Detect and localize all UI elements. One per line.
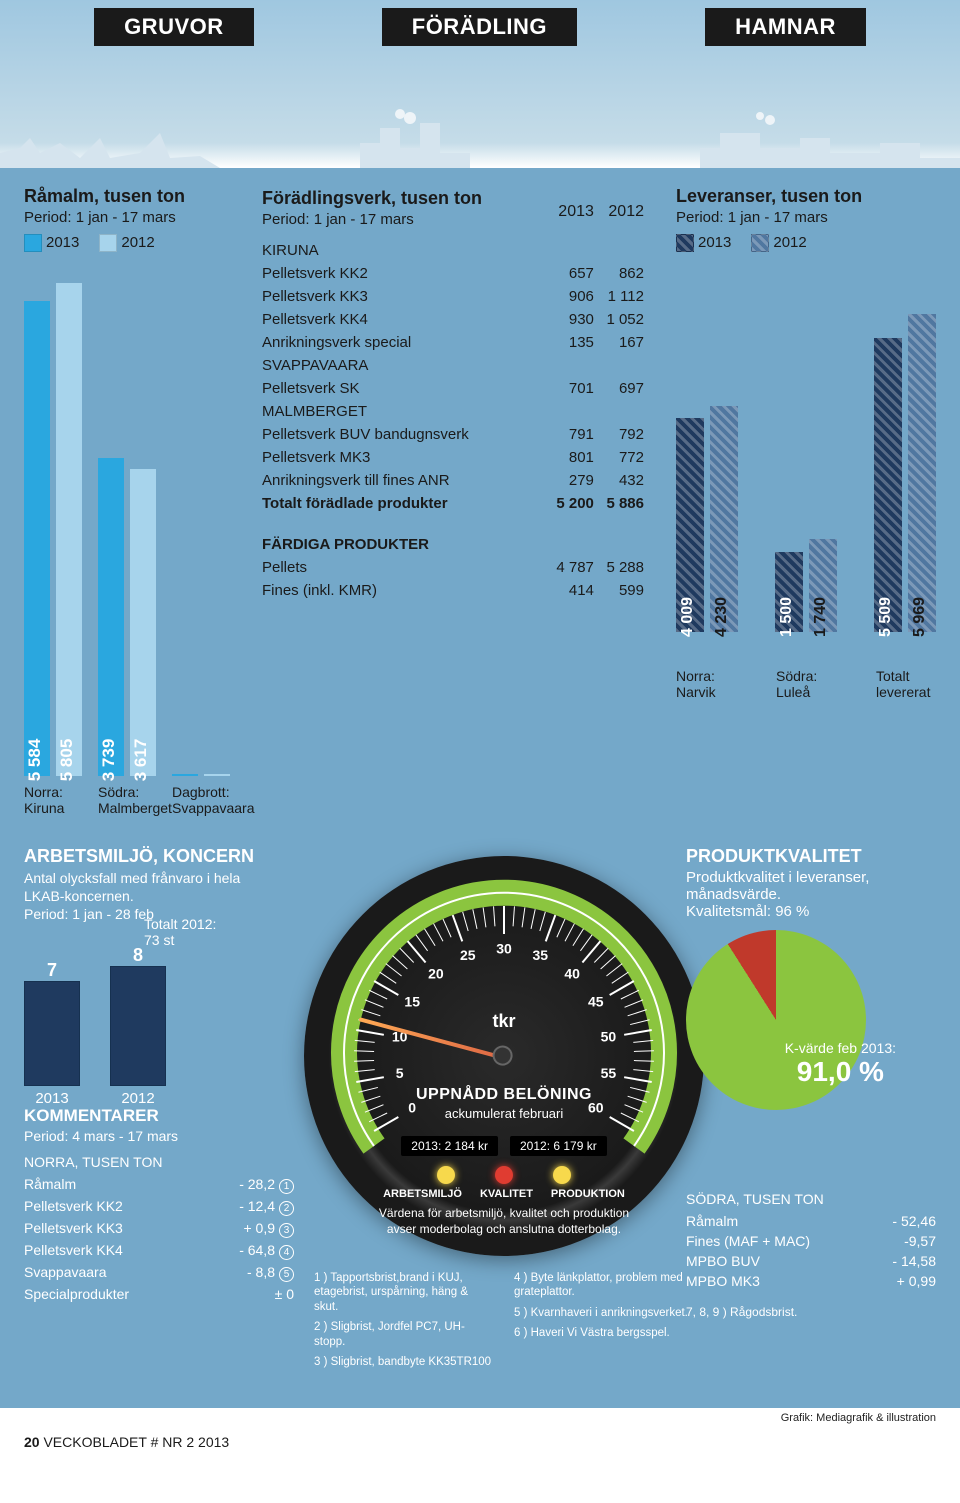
svg-text:40: 40 xyxy=(564,966,580,982)
kommentarer-block: KOMMENTARER Period: 4 mars - 17 mars NOR… xyxy=(24,1106,294,1304)
arb-total: Totalt 2012: 73 st xyxy=(144,916,216,948)
gauge-lights xyxy=(304,1166,704,1184)
gauge-light-labels: ARBETSMILJÖKVALITETPRODUKTION xyxy=(304,1188,704,1200)
gauge-v1: 2013: 2 184 kr xyxy=(401,1136,498,1156)
tab-foradling: FÖRÄDLING xyxy=(382,8,577,46)
kval-pie: K-värde feb 2013: 91,0 % xyxy=(686,930,866,1110)
leverans-column: Leveranser, tusen ton Period: 1 jan - 17… xyxy=(676,186,936,816)
kval-label: K-värde feb 2013: 91,0 % xyxy=(785,1040,896,1088)
gauge-values: 2013: 2 184 kr 2012: 6 179 kr xyxy=(304,1136,704,1156)
magazine-issue: VECKOBLADET # NR 2 2013 xyxy=(43,1434,229,1450)
ramalm-bars: 5 5845 8053 7393 617 xyxy=(24,266,230,776)
gauge-sub: ackumulerat februari xyxy=(304,1106,704,1121)
leverans-labels: Norra:NarvikSödra:LuleåTotaltlevererat xyxy=(676,668,936,700)
leverans-legend: 2013 2012 xyxy=(676,234,936,252)
leverans-bars: 4 0094 2301 5001 7405 5095 969 xyxy=(676,312,936,632)
tab-gruvor: GRUVOR xyxy=(94,8,254,46)
ramalm-period: Period: 1 jan - 17 mars xyxy=(24,209,230,226)
svg-text:15: 15 xyxy=(404,994,420,1010)
leverans-title: Leveranser, tusen ton xyxy=(676,186,936,207)
header-sky: GRUVOR FÖRÄDLING HAMNAR xyxy=(0,0,960,168)
svg-text:5: 5 xyxy=(396,1065,404,1081)
ramalm-column: Råmalm, tusen ton Period: 1 jan - 17 mar… xyxy=(24,186,230,816)
svg-text:25: 25 xyxy=(460,947,476,963)
ramalm-title: Råmalm, tusen ton xyxy=(24,186,230,207)
main-panel: Råmalm, tusen ton Period: 1 jan - 17 mar… xyxy=(0,168,960,1408)
komm-period: Period: 4 mars - 17 mars xyxy=(24,1128,294,1144)
svg-text:35: 35 xyxy=(532,947,548,963)
svg-text:55: 55 xyxy=(601,1065,617,1081)
section-tabs: GRUVOR FÖRÄDLING HAMNAR xyxy=(0,8,960,46)
silhouette-icon xyxy=(0,108,960,168)
kval-title: PRODUKTKVALITET xyxy=(686,846,936,867)
svg-text:20: 20 xyxy=(428,966,444,982)
gauge-dial: 051015202530354045505560 tkr UPPNÅDD BEL… xyxy=(304,856,704,1256)
gauge-desc: Värdena för arbetsmiljö, kvalitet och pr… xyxy=(364,1206,644,1237)
komm-grp2: SÖDRA, TUSEN TON xyxy=(686,1191,936,1207)
gauge-title: UPPNÅDD BELÖNING xyxy=(304,1086,704,1104)
arbetsmiljo-block: ARBETSMILJÖ, KONCERN Antal olycksfall me… xyxy=(24,846,274,1107)
gauge-tkr: tkr xyxy=(304,1011,704,1032)
kvalitet-block: PRODUKTKVALITET Produktkvalitet i levera… xyxy=(686,846,936,1110)
komm-note2: 7, 8, 9 ) Rågodsbrist. xyxy=(686,1305,936,1319)
swatch-lev-2012 xyxy=(751,234,769,252)
page-number: 20 xyxy=(24,1434,40,1450)
foradling-column: Förädlingsverk, tusen ton Period: 1 jan … xyxy=(260,186,646,816)
page-footer: 20 VECKOBLADET # NR 2 2013 xyxy=(0,1428,960,1456)
tab-hamnar: HAMNAR xyxy=(705,8,866,46)
foradling-table: Förädlingsverk, tusen ton Period: 1 jan … xyxy=(260,186,646,603)
swatch-2012 xyxy=(99,234,117,252)
gauge-block: 051015202530354045505560 tkr UPPNÅDD BEL… xyxy=(284,846,724,1206)
svg-text:30: 30 xyxy=(496,941,512,957)
ramalm-labels: Norra:KirunaSödra:MalmbergetDagbrott:Sva… xyxy=(24,784,230,816)
ramalm-legend: 2013 2012 xyxy=(24,234,230,252)
foradling-title: Förädlingsverk, tusen ton xyxy=(262,188,544,209)
footnotes: 1 ) Tapportsbrist,brand i KUJ, etagebris… xyxy=(314,1271,694,1375)
leverans-period: Period: 1 jan - 17 mars xyxy=(676,209,936,226)
foradling-y2: 2012 xyxy=(596,188,644,238)
swatch-2013 xyxy=(24,234,42,252)
arb-years: 20132012 xyxy=(24,1090,274,1107)
credit-line: Grafik: Mediagrafik & illustration xyxy=(0,1408,960,1428)
gauge-v2: 2012: 6 179 kr xyxy=(510,1136,607,1156)
foradling-period: Period: 1 jan - 17 mars xyxy=(262,211,544,228)
swatch-lev-2013 xyxy=(676,234,694,252)
kommentarer-sodra: SÖDRA, TUSEN TON Råmalm- 52,46Fines (MAF… xyxy=(686,1191,936,1319)
svg-text:45: 45 xyxy=(588,994,604,1010)
arb-title: ARBETSMILJÖ, KONCERN xyxy=(24,846,274,867)
arb-bars: 78 xyxy=(24,936,274,1086)
kval-value: 91,0 % xyxy=(785,1056,896,1088)
komm-title: KOMMENTARER xyxy=(24,1106,294,1126)
kval-sub: Produktkvalitet i leveranser, månadsvärd… xyxy=(686,869,936,920)
foradling-y1: 2013 xyxy=(546,188,594,238)
komm-grp1: NORRA, TUSEN TON xyxy=(24,1154,294,1170)
